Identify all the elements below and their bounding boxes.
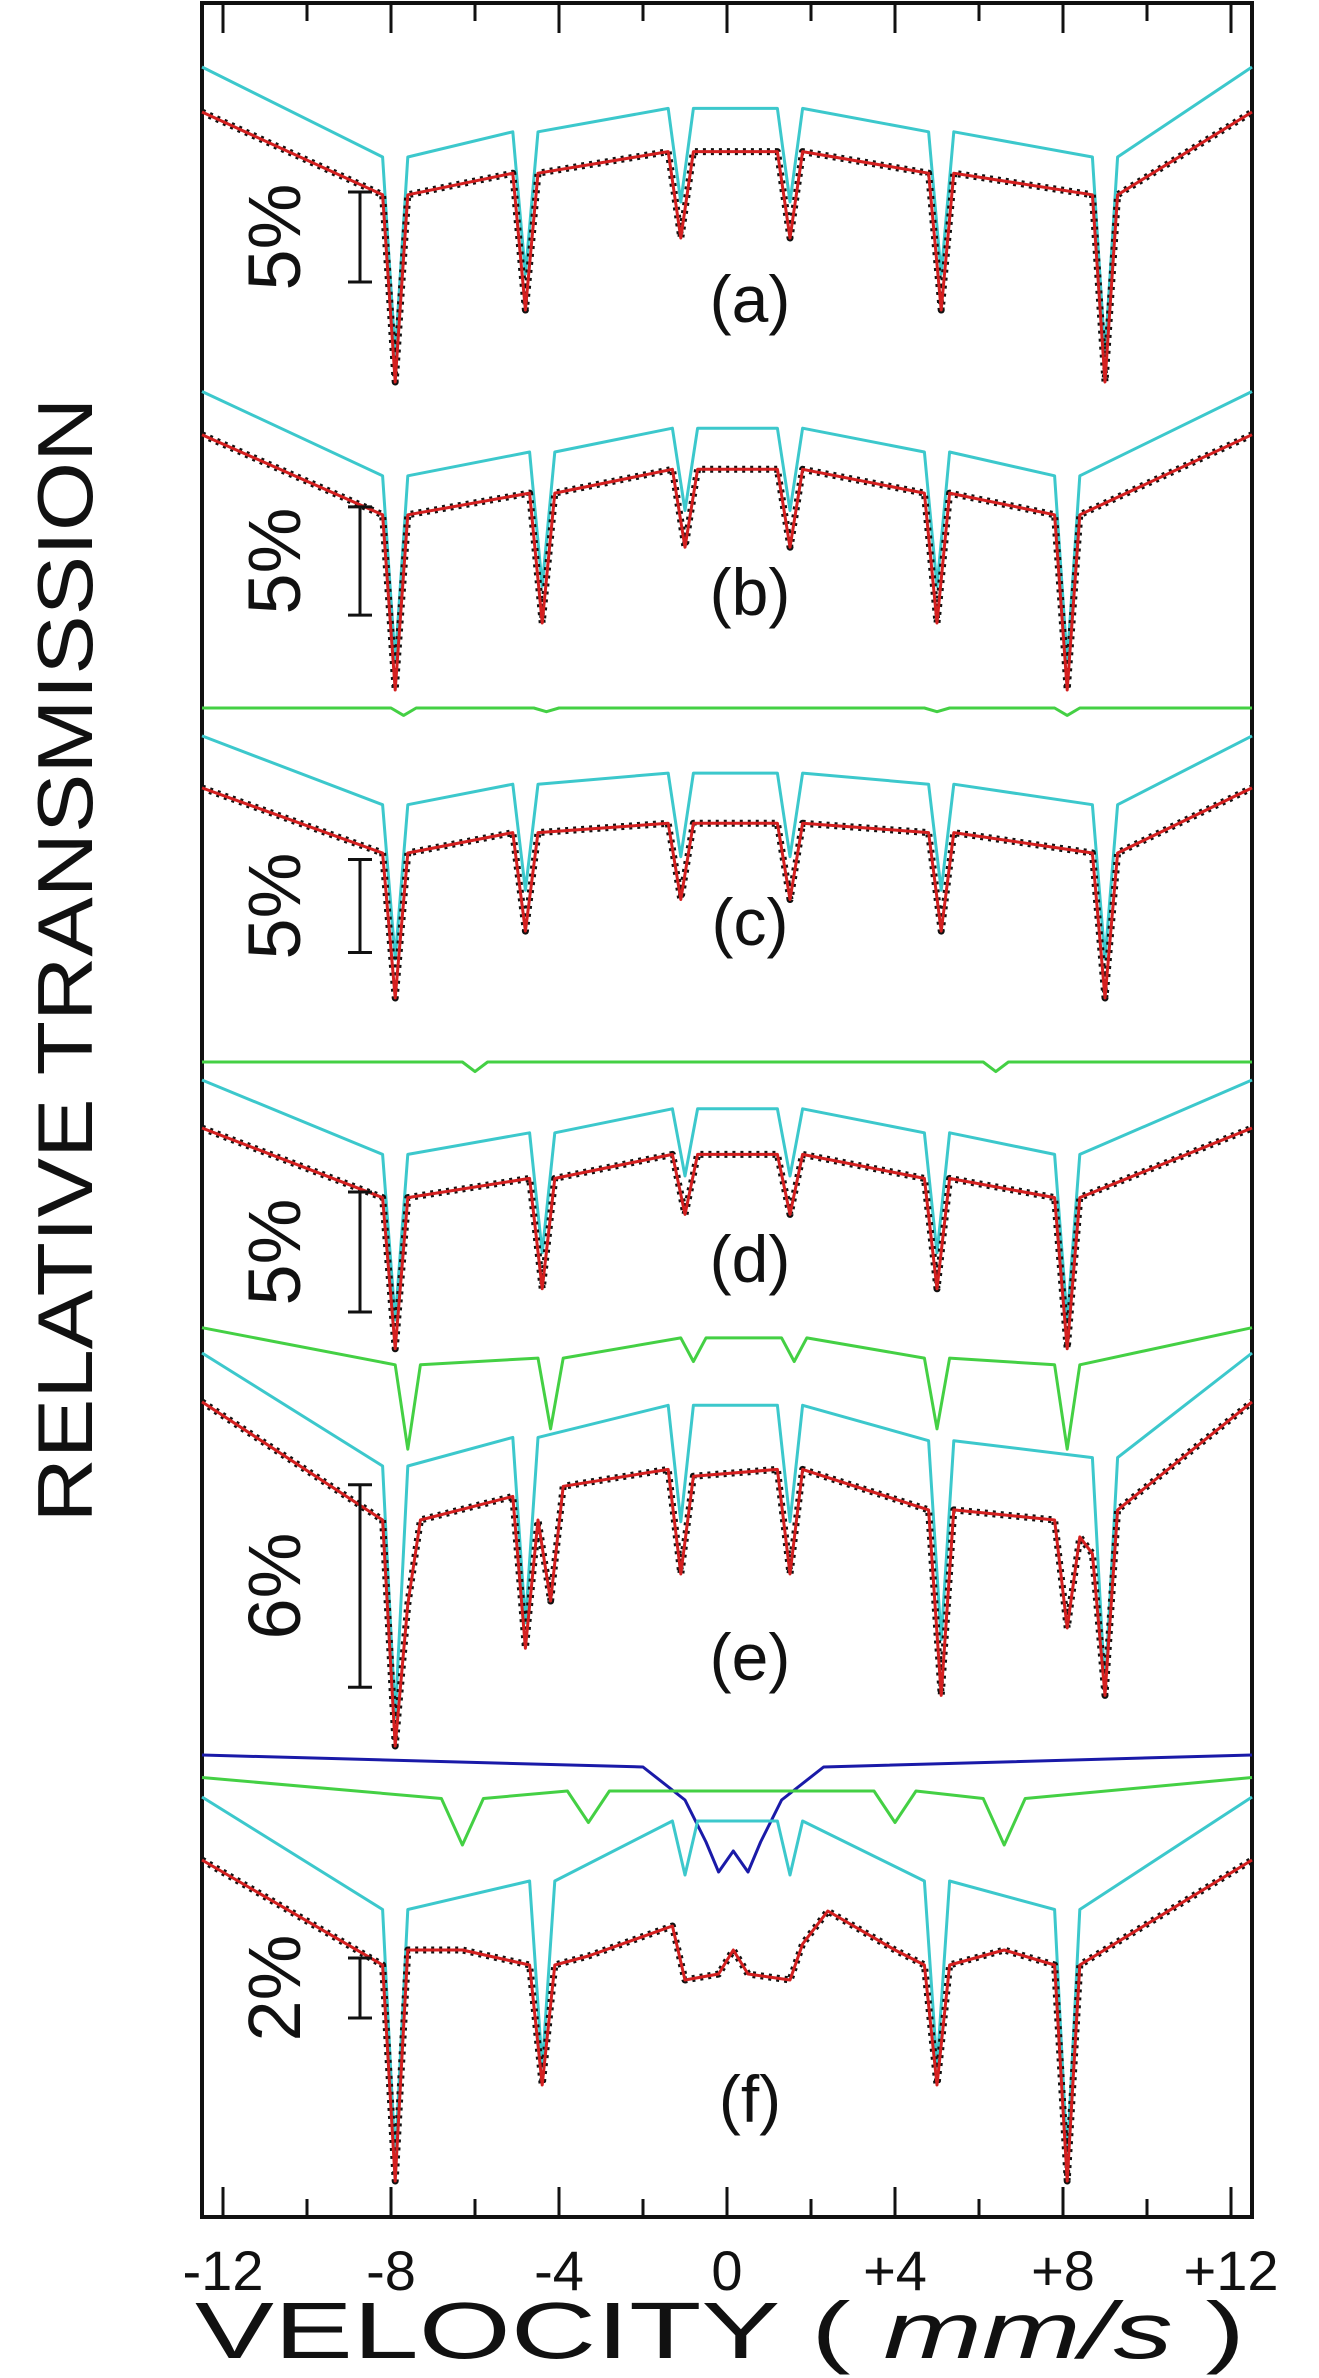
component-curve [202, 1060, 1252, 1074]
panel-label: (b) [710, 555, 791, 629]
panel-label: (d) [710, 1222, 791, 1296]
panel-label: (a) [710, 262, 791, 336]
x-tick-label: +12 [1184, 2239, 1279, 2302]
scale-bar-label: 5% [233, 853, 316, 960]
component-curve [201, 734, 1253, 961]
fit-curve [201, 1858, 1253, 2183]
x-axis-label: VELOCITY ( mm/s ) [195, 2286, 1245, 2375]
x-axis-label-close: ) [1206, 2286, 1245, 2375]
component-curve [201, 1326, 1253, 1451]
fit-curve [201, 433, 1253, 692]
scale-bar-label: 5% [233, 184, 316, 291]
component-curve [201, 1753, 1253, 1874]
scale-bar-label: 6% [233, 1533, 316, 1640]
x-tick-label: -12 [183, 2239, 264, 2302]
component-curve [201, 1795, 1253, 2162]
fit-curve [201, 786, 1253, 1000]
scale-bar-label: 5% [233, 1199, 316, 1306]
x-tick-label: 0 [711, 2239, 742, 2302]
fit-curve [201, 1126, 1253, 1351]
x-tick-label: +8 [1031, 2239, 1095, 2302]
x-tick-label: -4 [534, 2239, 584, 2302]
component-curve [201, 65, 1253, 357]
component-curve [201, 1351, 1253, 1719]
fit-curve [201, 110, 1253, 384]
panel-label: (f) [719, 2062, 781, 2136]
scale-bar-label: 2% [233, 1935, 316, 2042]
x-axis-unit: mm/s [883, 2286, 1172, 2375]
fit-curve [201, 1400, 1253, 1748]
y-axis-label: RELATIVE TRANSMISSION [21, 398, 109, 1523]
panel-label: (c) [712, 885, 789, 959]
x-tick-label: -8 [366, 2239, 416, 2302]
component-curve [202, 706, 1252, 717]
component-curve [201, 1078, 1253, 1322]
panel-label: (e) [710, 1620, 791, 1694]
scale-bar-label: 5% [233, 508, 316, 615]
x-tick-label: +4 [863, 2239, 927, 2302]
component-curve [201, 1776, 1253, 1847]
x-axis-label-text: VELOCITY ( [195, 2286, 851, 2375]
component-curve [201, 390, 1253, 664]
